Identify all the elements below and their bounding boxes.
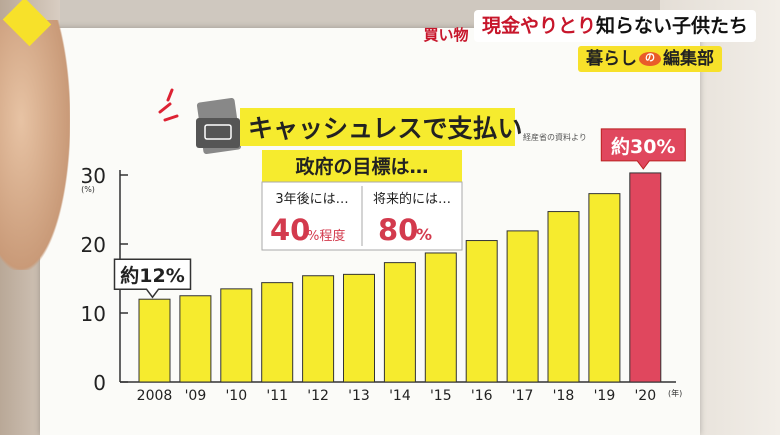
last-callout-label: 約30% [611,135,675,158]
burst-icon [158,88,179,122]
bar [424,252,457,383]
bar [138,298,171,383]
card-slot-icon [204,124,232,140]
x-tick-label: '20 [634,388,656,404]
bar [343,273,375,383]
goal-left-suffix: %程度 [307,228,345,244]
bar [383,262,416,383]
wallet-icon [196,118,240,148]
x-tick-label: '17 [512,388,534,404]
x-tick-label: '13 [348,388,370,404]
headline-rest: 知らない子供たち [596,15,749,37]
title-highlight [240,108,515,146]
x-tick-label: '14 [389,388,411,404]
bar [629,172,662,383]
goal-left-value: 40 [270,213,310,247]
show-logo-mark: の [639,52,661,66]
x-tick-label: '10 [225,388,247,404]
presenter-hand [0,20,70,270]
bar [547,211,580,383]
y-tick-label: 10 [81,302,106,326]
x-tick-label: 2008 [137,388,173,404]
x-tick-label: '09 [185,388,207,404]
y-tick-label: 30 [81,164,106,188]
bar [261,282,294,383]
first-callout-label: 約12% [120,264,184,287]
y-tick-label: 0 [93,371,106,395]
last-callout-box [600,128,686,170]
bar [220,288,253,383]
show-logo: 暮らしの編集部 [578,46,722,72]
x-tick-label: '11 [266,388,288,404]
goal-title-bg [262,150,462,182]
x-tick-label: '16 [471,388,493,404]
y-tick-label: 20 [81,233,106,257]
headline: 現金やりとり知らない子供たち [474,10,757,42]
goal-right-label: 将来的には… [373,191,451,207]
first-callout-box [113,258,192,299]
goal-right-suffix: % [416,225,432,244]
goal-right-value: 80 [378,213,418,247]
x-tick-label: '18 [553,388,575,404]
category-tag: 買い物 [423,26,469,44]
bar [179,295,212,383]
headline-red: 現金やりとり [482,15,597,37]
x-tick-label: '15 [430,388,452,404]
x-unit-label: (年) [668,388,682,398]
chart-title: キャッシュレスで支払い [248,114,523,143]
bar [465,240,498,383]
bar [588,193,621,383]
bar [302,275,335,383]
source-note: 経産省の資料より [523,132,587,142]
x-tick-label: '12 [307,388,329,404]
x-tick-label: '19 [594,388,616,404]
goal-left-label: 3年後には… [275,192,348,207]
show-logo-right: 編集部 [663,49,714,69]
y-unit-label: (%) [81,185,95,194]
show-logo-left: 暮らし [586,49,637,69]
goal-title: 政府の目標は… [295,155,428,178]
bar [506,230,539,383]
